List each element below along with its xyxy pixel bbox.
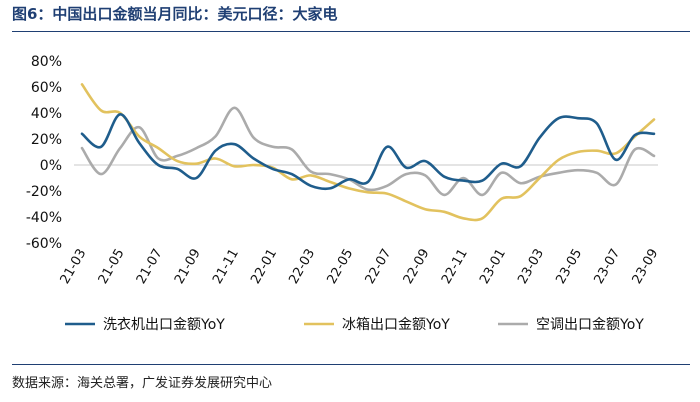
legend-label-0: 洗衣机出口金额YoY [103, 317, 225, 333]
x-tick-label: 22-01 [248, 247, 280, 287]
x-tick-label: 23-09 [630, 247, 662, 287]
series-line-0 [80, 113, 656, 191]
legend-label-2: 空调出口金额YoY [536, 317, 644, 333]
chart-legend: 洗衣机出口金额YoY 冰箱出口金额YoY 空调出口金额YoY [65, 317, 644, 333]
y-tick-label: 40% [31, 106, 62, 122]
x-tick-label: 23-03 [515, 247, 547, 287]
x-tick-label: 21-05 [96, 247, 128, 287]
series-line-2 [80, 106, 656, 197]
page-title: 图6：中国出口金额当月同比：美元口径：大家电 [12, 5, 338, 23]
y-tick-label: 0% [40, 158, 62, 174]
x-tick-label: 22-11 [439, 247, 471, 287]
x-tick-label: 22-03 [286, 247, 318, 287]
y-tick-label: 60% [31, 80, 62, 96]
y-tick-label: -40% [26, 210, 62, 226]
title-divider [12, 31, 690, 32]
x-tick-label: 21-11 [210, 246, 242, 286]
series-line-1 [80, 83, 656, 222]
x-tick-label: 21-03 [58, 247, 90, 287]
footer-divider [12, 364, 690, 365]
x-tick-label: 23-01 [477, 247, 509, 287]
y-tick-label: 20% [31, 132, 62, 148]
y-axis: 80% 60% 40% 20% 0% -20% -40% -60% [26, 54, 62, 252]
line-chart: 80%60%40%20%0%-20%-40%-60% 21-03 21-05 21-… [26, 54, 662, 333]
y-tick-label: -60% [26, 236, 62, 252]
source-note: 数据来源：海关总署，广发证券发展研究中心 [12, 376, 273, 391]
x-tick-label: 21-09 [172, 247, 204, 287]
y-tick-label: -20% [26, 184, 62, 200]
y-tick-label: 80% [31, 54, 62, 70]
chart-series [80, 83, 656, 222]
x-tick-label: 22-07 [363, 247, 395, 287]
x-tick-label: 22-09 [401, 247, 433, 287]
legend-label-1: 冰箱出口金额YoY [342, 317, 450, 333]
x-tick-label: 21-07 [134, 247, 166, 287]
x-tick-label: 23-05 [553, 247, 585, 287]
x-tick-label: 23-07 [591, 247, 623, 287]
x-tick-label: 22-05 [325, 247, 357, 287]
